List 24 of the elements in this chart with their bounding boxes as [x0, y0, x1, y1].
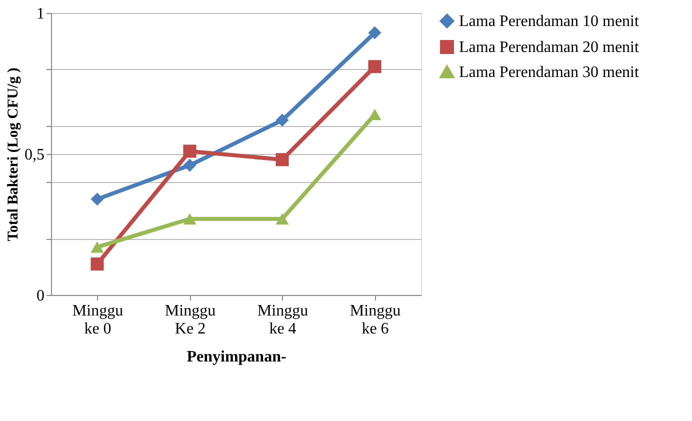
- x-tick-label: Minggu Ke 2: [164, 302, 216, 338]
- y-tick-label: 0,5: [24, 146, 44, 164]
- point: [183, 144, 196, 158]
- legend-label: Lama Perendaman 30 menit: [459, 64, 640, 81]
- y-axis-title: Total Bakteri (Log CFU/g ): [6, 68, 22, 242]
- x-tick-label: Minggu ke 6: [350, 302, 401, 338]
- legend-label: Lama Perendaman 10 menit: [459, 13, 640, 30]
- x-tick-label: Minggu ke 4: [257, 302, 308, 338]
- point: [183, 213, 196, 225]
- point: [183, 158, 196, 172]
- point: [90, 192, 104, 206]
- point: [368, 26, 382, 40]
- point: [90, 241, 104, 253]
- legend-label: Lama Perendaman 20 menit: [459, 39, 640, 56]
- y-tick-label: 0: [36, 288, 44, 304]
- x-tick-label: Minggu ke 0: [72, 302, 124, 338]
- point: [90, 257, 104, 270]
- point: [276, 114, 289, 127]
- y-tick-label: 1: [36, 6, 44, 22]
- point: [276, 213, 289, 225]
- point: [368, 60, 382, 74]
- point: [368, 108, 382, 120]
- point: [276, 153, 289, 166]
- x-axis-title: Penyimpanan-: [186, 348, 286, 366]
